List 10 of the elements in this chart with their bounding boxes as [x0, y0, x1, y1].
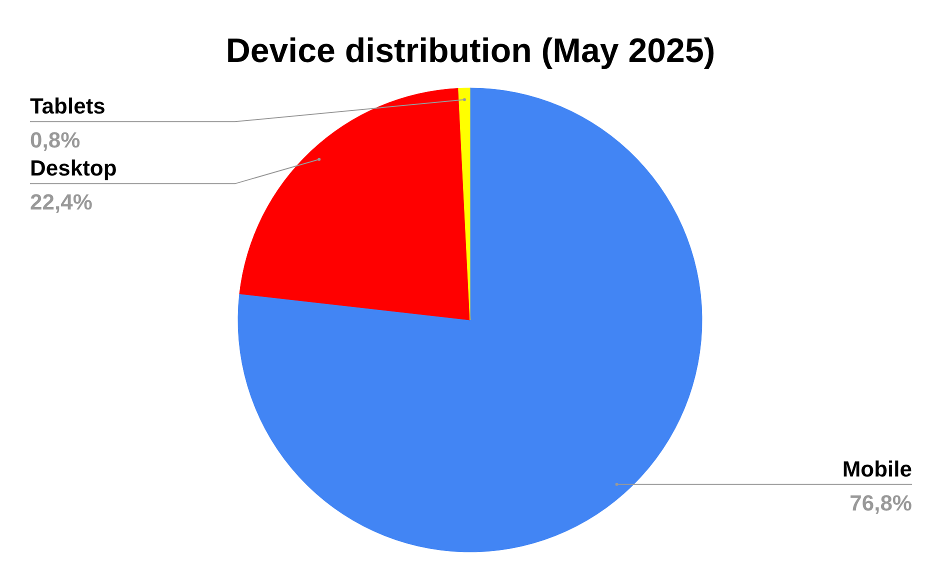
data-label: 0,8%	[30, 128, 80, 153]
slice-label: Desktop	[30, 156, 117, 181]
data-label: 76,8%	[850, 490, 912, 516]
data-label: 22,4%	[30, 190, 92, 215]
slice-label: Mobile	[842, 456, 912, 482]
slice-label: Tablets	[30, 94, 106, 119]
pie-slice	[458, 88, 470, 320]
pie-slice	[238, 88, 702, 552]
chart-title: Device distribution (May 2025)	[226, 32, 716, 70]
pie-slice	[239, 88, 470, 320]
